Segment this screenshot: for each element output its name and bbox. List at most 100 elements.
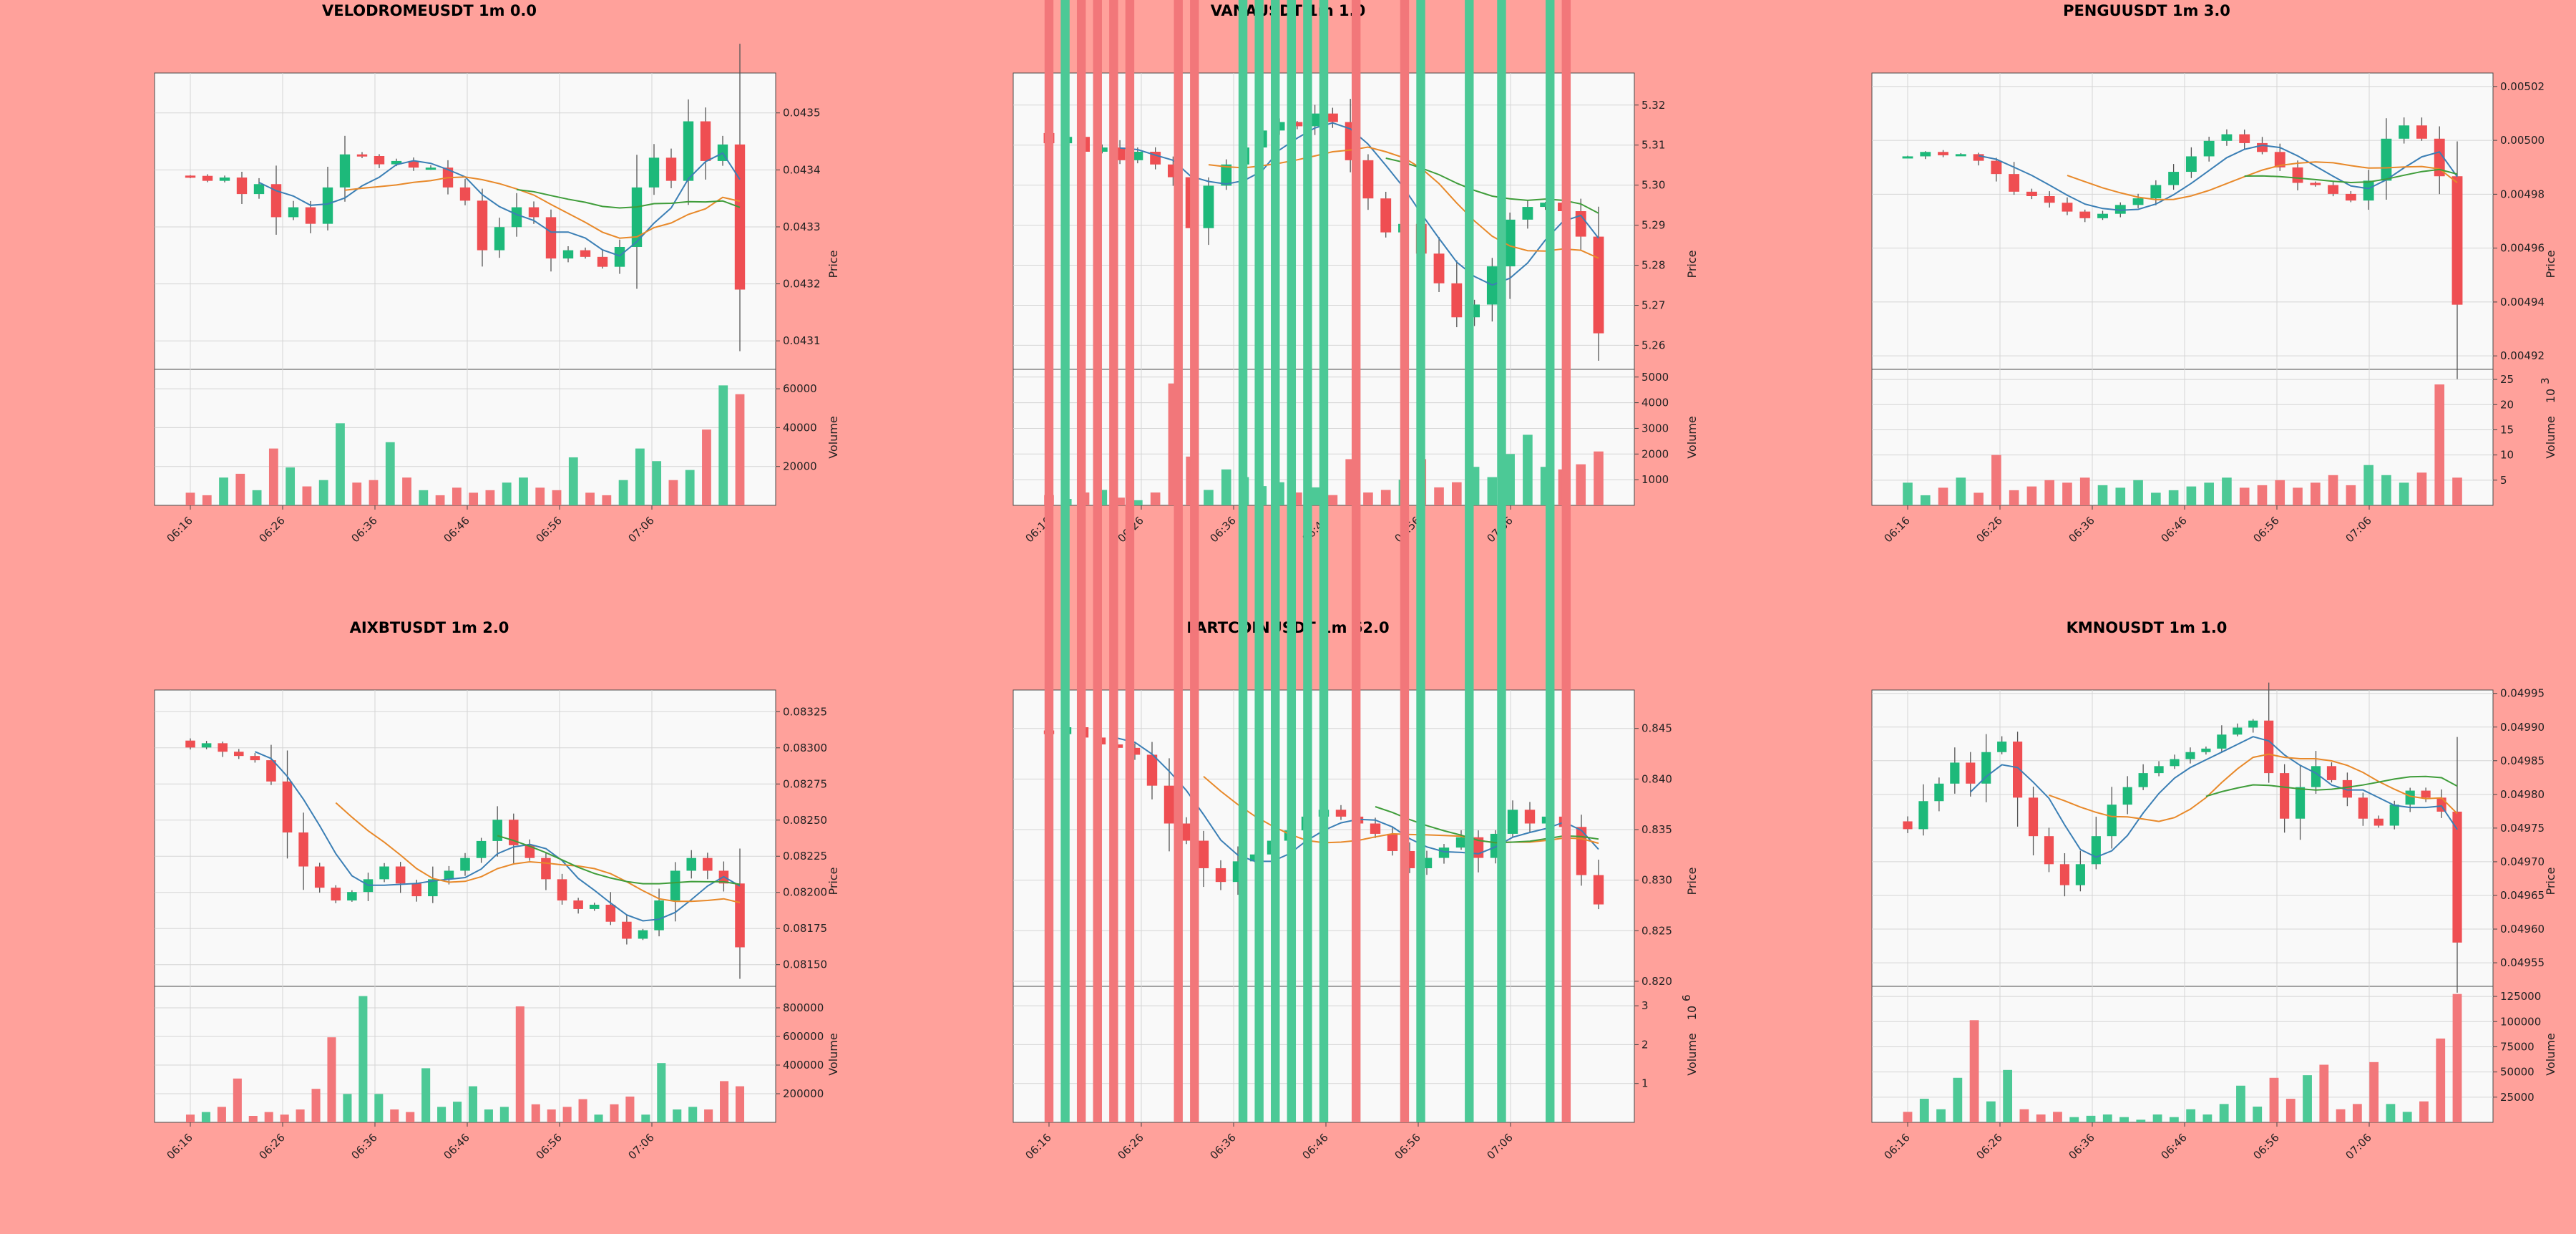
volume-bar <box>1303 0 1312 1122</box>
candle-body <box>322 187 333 224</box>
price-pane <box>1871 72 2494 370</box>
volume-bar <box>1953 1077 1963 1122</box>
volume-bar <box>406 1112 415 1122</box>
volume-axis-label: Volume <box>2544 416 2557 459</box>
moving-average-line <box>255 751 741 922</box>
chart-panel-4: AIXBTUSDT 1m 2.0 0.08150 0.08175 0.08200 0.0… <box>154 619 840 1162</box>
volume-bar <box>1451 482 1462 505</box>
volume-bar <box>610 1104 619 1122</box>
candle-body <box>2114 205 2126 214</box>
time-tick-label: 06:16 <box>1023 1131 1054 1162</box>
candle-body <box>670 870 680 901</box>
volume-bar <box>1938 487 1948 505</box>
candle-body <box>1292 122 1303 127</box>
candle-body <box>444 870 454 880</box>
volume-tick-label: 10 <box>2500 449 2514 462</box>
candle-body <box>494 227 505 251</box>
volume-tick-label: 2000 <box>1641 447 1669 460</box>
price-axis-label: Price <box>2544 250 2557 278</box>
candle-body <box>2358 797 2368 819</box>
volume-bar <box>2036 1114 2046 1122</box>
price-tick-label: 0.830 <box>1641 874 1672 887</box>
candle-body <box>425 167 436 170</box>
volume-bar <box>2222 477 2232 505</box>
candle-body <box>2416 125 2427 139</box>
volume-bar <box>2310 482 2321 505</box>
candle-body <box>573 900 583 909</box>
volume-bar <box>2102 1114 2112 1122</box>
candle-body <box>428 879 438 897</box>
price-tick-label: 0.00500 <box>2500 134 2545 147</box>
time-tick-label: 06:26 <box>1974 514 2005 545</box>
candle-body <box>614 246 625 267</box>
volume-bar <box>552 490 562 505</box>
candle-body <box>2399 125 2410 139</box>
volume-tick-label: 20 <box>2500 398 2514 411</box>
price-tick-label: 0.04995 <box>2500 687 2545 700</box>
price-pane <box>154 689 776 987</box>
time-tick-label: 06:46 <box>441 1131 472 1162</box>
candle-body <box>557 879 567 901</box>
volume-axis-label: Volume <box>826 1033 840 1076</box>
time-tick-label: 06:56 <box>534 514 565 545</box>
candle-body <box>1934 783 1944 802</box>
volume-unit-exponent: 3 <box>2539 377 2552 384</box>
volume-bar <box>252 490 262 505</box>
volume-bar <box>578 1099 587 1122</box>
price-tick-label: 0.835 <box>1641 823 1672 836</box>
volume-bar <box>1497 0 1506 1122</box>
volume-bar <box>1594 451 1604 505</box>
time-tick-label: 06:36 <box>1208 514 1239 545</box>
candle-body <box>2203 140 2215 157</box>
volume-bar <box>685 470 695 505</box>
candle-body <box>1950 762 1960 784</box>
volume-bar <box>2436 1038 2446 1122</box>
candle-body <box>2026 191 2037 196</box>
volume-bar <box>437 1107 447 1122</box>
candle-body <box>2185 752 2195 759</box>
candle-body <box>508 820 519 845</box>
price-tick-label: 5.30 <box>1641 179 1665 192</box>
candle-body <box>1524 810 1536 824</box>
candle-body <box>2217 734 2227 749</box>
volume-bar <box>202 495 212 505</box>
price-tick-label: 0.04965 <box>2500 889 2545 902</box>
volume-bar <box>1505 454 1515 505</box>
volume-bar <box>235 473 245 505</box>
volume-bar <box>248 1116 258 1122</box>
time-tick-label: 06:16 <box>165 514 195 545</box>
candle-body <box>395 866 406 884</box>
volume-bar <box>602 495 612 505</box>
candle-body <box>356 154 368 157</box>
volume-bar <box>668 480 678 505</box>
volume-bar <box>1076 0 1086 1122</box>
candle-body <box>185 175 196 178</box>
candle-body <box>622 921 632 939</box>
candle-body <box>1335 810 1347 817</box>
volume-bar <box>2402 1112 2412 1122</box>
volume-bar <box>1561 0 1571 1122</box>
price-tick-label: 0.08225 <box>783 850 827 863</box>
price-tick-label: 0.820 <box>1641 975 1672 988</box>
time-tick-label: 06:56 <box>2251 1131 2282 1162</box>
price-tick-label: 5.26 <box>1641 339 1665 351</box>
candle-body <box>1507 810 1518 834</box>
volume-bar <box>358 996 368 1122</box>
price-tick-label: 0.0432 <box>783 278 821 291</box>
candle-body <box>374 155 385 165</box>
candle-body <box>379 866 389 880</box>
volume-bar <box>2303 1075 2312 1122</box>
time-tick-label: 06:56 <box>534 1131 565 1162</box>
price-tick-label: 5.27 <box>1641 298 1665 311</box>
candle-body <box>700 121 711 161</box>
candle-body <box>1966 762 1976 784</box>
volume-bar <box>641 1114 650 1122</box>
volume-bar <box>735 394 745 505</box>
volume-bar <box>2133 480 2143 505</box>
volume-bar <box>1109 0 1118 1122</box>
price-tick-label: 5.32 <box>1641 99 1665 112</box>
volume-axis-label: Volume <box>1685 416 1699 459</box>
candle-body <box>288 207 299 218</box>
volume-bar <box>1271 0 1280 1122</box>
candle-body <box>2185 156 2197 173</box>
